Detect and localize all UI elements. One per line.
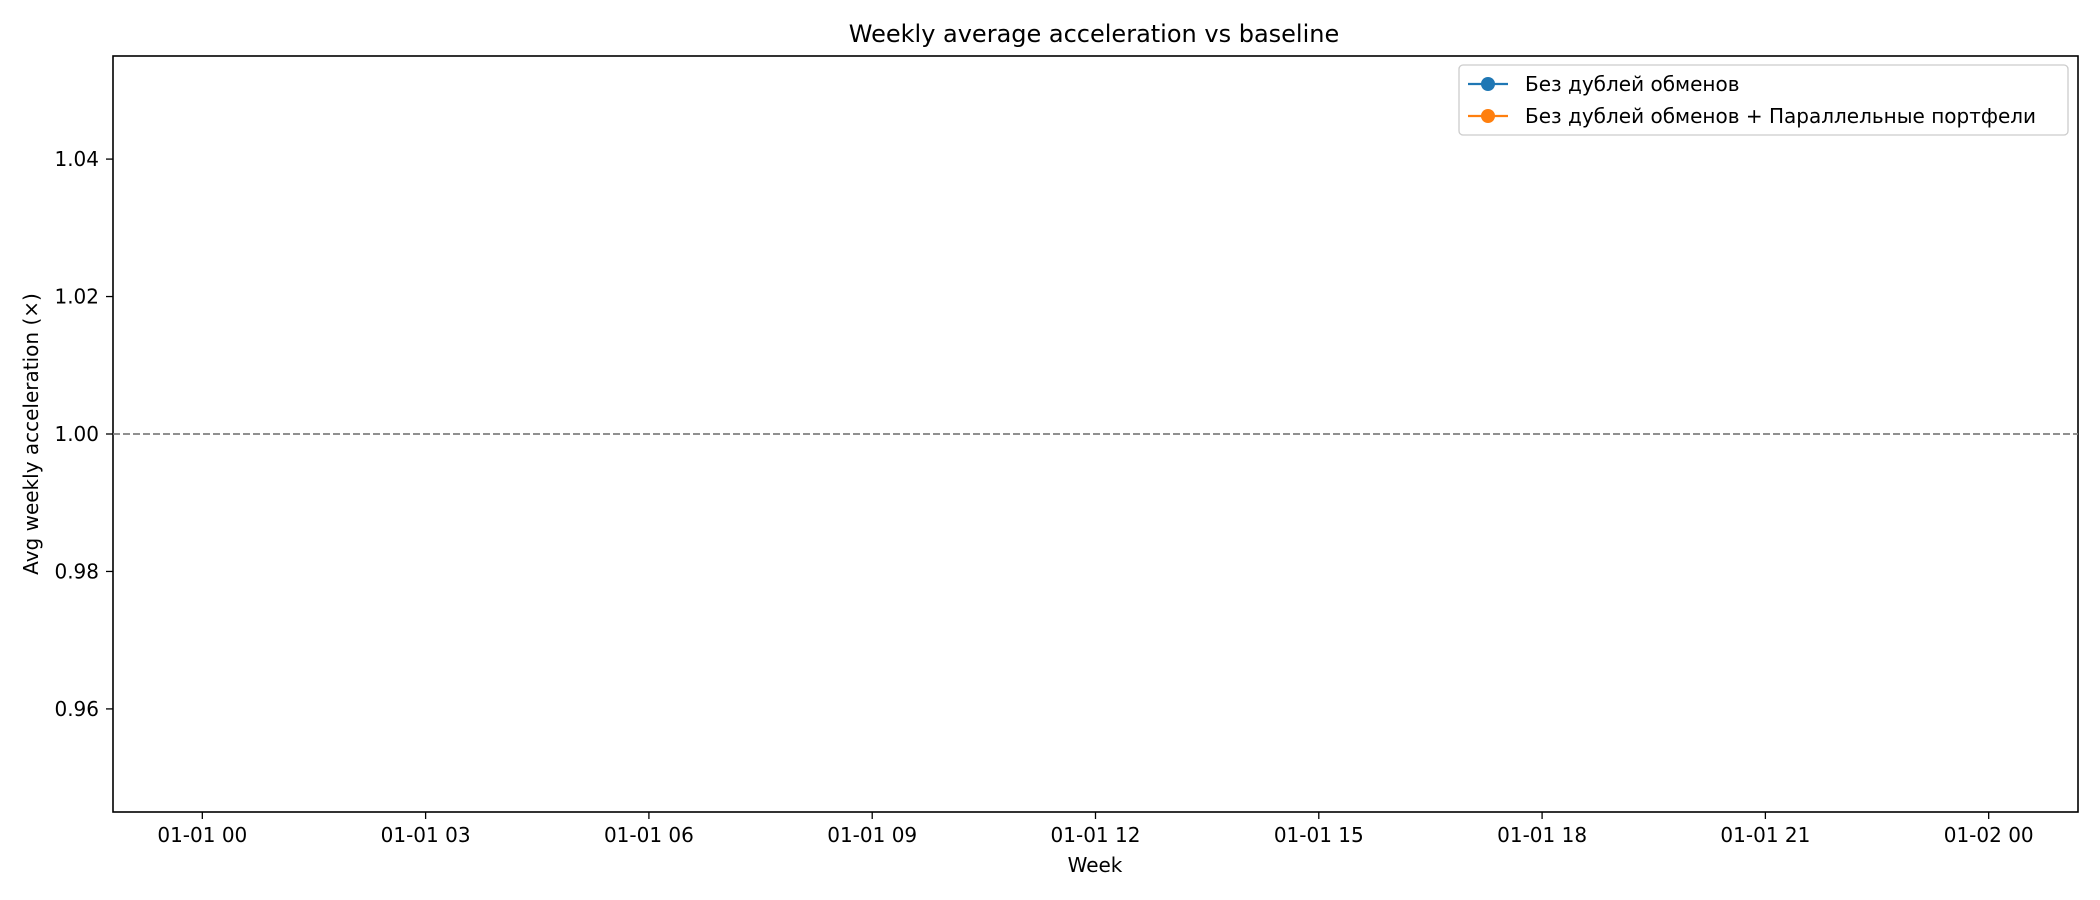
y-tick-label: 0.98 xyxy=(54,559,99,583)
x-axis-label: Week xyxy=(1068,853,1123,877)
legend-box xyxy=(1458,64,2069,136)
chart-title: Weekly average acceleration vs baseline xyxy=(849,20,1339,48)
legend-label: Без дублей обменов xyxy=(1525,72,1740,96)
x-tick-label: 01-01 18 xyxy=(1497,823,1587,847)
x-tick-label: 01-01 09 xyxy=(827,823,917,847)
x-tick-label: 01-01 00 xyxy=(157,823,247,847)
y-tick-label: 1.02 xyxy=(54,285,99,309)
x-tick-label: 01-01 06 xyxy=(604,823,694,847)
legend-label: Без дублей обменов + Параллельные портфе… xyxy=(1525,104,2036,128)
legend: Без дублей обменов Без дублей обменов + П… xyxy=(1458,64,2069,136)
x-tick-label: 01-01 15 xyxy=(1274,823,1364,847)
y-tick-label: 0.96 xyxy=(54,697,99,721)
x-tick-label: 01-02 00 xyxy=(1944,823,2034,847)
plot-area xyxy=(112,55,2079,813)
legend-marker xyxy=(1481,77,1495,91)
legend-marker xyxy=(1481,109,1495,123)
y-tick-label: 1.04 xyxy=(54,147,99,171)
x-tick-label: 01-01 03 xyxy=(381,823,471,847)
legend-items: Без дублей обменов Без дублей обменов + П… xyxy=(1468,72,2036,128)
y-axis: 0.96 0.98 1.00 1.02 1.04 xyxy=(54,147,113,721)
y-axis-label: Avg weekly acceleration (×) xyxy=(19,293,43,575)
y-tick-label: 1.00 xyxy=(54,422,99,446)
x-tick-label: 01-01 21 xyxy=(1720,823,1810,847)
x-tick-label: 01-01 12 xyxy=(1051,823,1141,847)
x-axis: 01-01 00 01-01 03 01-01 06 01-01 09 01-01 12… xyxy=(157,812,2034,847)
